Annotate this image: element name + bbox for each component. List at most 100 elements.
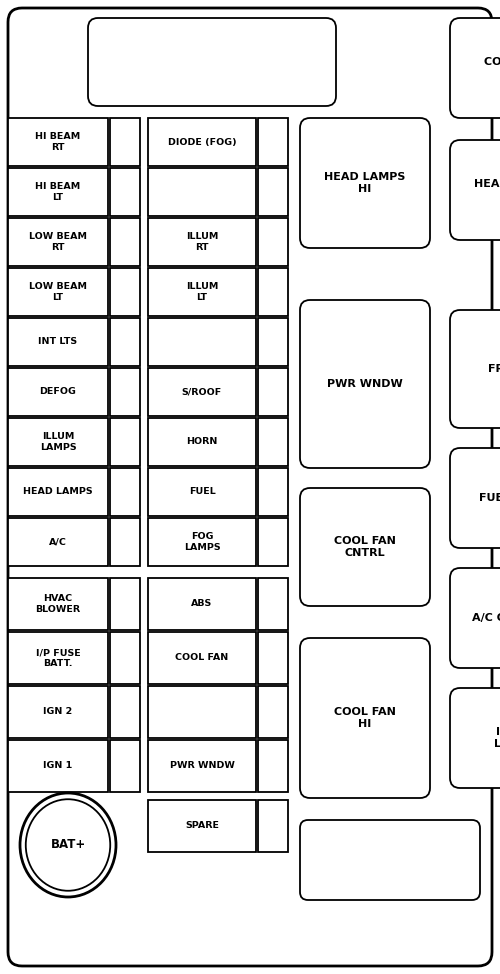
Text: SPARE: SPARE: [185, 821, 219, 831]
Bar: [258, 268, 288, 316]
Text: ABS: ABS: [192, 600, 212, 609]
Bar: [110, 632, 140, 684]
Text: FOG
LAMPS: FOG LAMPS: [184, 533, 220, 551]
Text: S/ROOF: S/ROOF: [182, 388, 222, 396]
Bar: [110, 686, 140, 738]
Bar: [258, 368, 288, 416]
Bar: [258, 168, 288, 216]
Bar: [110, 118, 140, 166]
Bar: [8, 268, 108, 316]
Bar: [148, 418, 256, 466]
Bar: [110, 368, 140, 416]
Bar: [258, 218, 288, 266]
Bar: [110, 518, 140, 566]
Text: ILLUM
LAMPS: ILLUM LAMPS: [40, 432, 76, 452]
Bar: [110, 268, 140, 316]
Bar: [148, 632, 256, 684]
Bar: [258, 468, 288, 516]
Text: LOW BEAM
LT: LOW BEAM LT: [29, 282, 87, 302]
Bar: [258, 518, 288, 566]
Text: COOL FAN
HI: COOL FAN HI: [334, 707, 396, 729]
Text: HORN: HORN: [186, 437, 218, 446]
Text: BAT+: BAT+: [50, 839, 86, 851]
Bar: [258, 578, 288, 630]
Bar: [148, 800, 256, 852]
Bar: [110, 418, 140, 466]
Text: INT LTS: INT LTS: [38, 338, 78, 347]
FancyBboxPatch shape: [300, 638, 430, 798]
Text: IGN 2: IGN 2: [44, 707, 72, 717]
Bar: [148, 218, 256, 266]
Bar: [148, 368, 256, 416]
Bar: [8, 518, 108, 566]
Text: IGN 1: IGN 1: [44, 762, 72, 770]
Bar: [8, 168, 108, 216]
Bar: [110, 578, 140, 630]
Bar: [110, 740, 140, 792]
Text: FRT FOG: FRT FOG: [488, 364, 500, 374]
Bar: [8, 740, 108, 792]
Text: A/C COMPRSR: A/C COMPRSR: [472, 613, 500, 623]
Bar: [148, 740, 256, 792]
Bar: [258, 318, 288, 366]
Bar: [258, 740, 288, 792]
Bar: [8, 218, 108, 266]
Text: I/P FUSE
BATT.: I/P FUSE BATT.: [36, 649, 80, 668]
FancyBboxPatch shape: [450, 310, 500, 428]
FancyBboxPatch shape: [450, 140, 500, 240]
Text: PWR WNDW: PWR WNDW: [327, 379, 403, 389]
Bar: [148, 118, 256, 166]
Bar: [8, 468, 108, 516]
Bar: [148, 318, 256, 366]
Text: A/C: A/C: [49, 538, 67, 546]
Bar: [148, 578, 256, 630]
FancyBboxPatch shape: [300, 488, 430, 606]
Text: COOL FAN
LOW: COOL FAN LOW: [484, 57, 500, 79]
Text: HI BEAM
RT: HI BEAM RT: [36, 132, 80, 152]
Ellipse shape: [20, 793, 116, 897]
FancyBboxPatch shape: [450, 688, 500, 788]
FancyBboxPatch shape: [88, 18, 336, 106]
FancyBboxPatch shape: [300, 118, 430, 248]
Bar: [258, 800, 288, 852]
Bar: [8, 632, 108, 684]
Text: HEAD LAMPS: HEAD LAMPS: [23, 488, 93, 497]
Bar: [8, 318, 108, 366]
Text: HEAD LAMPS
HI: HEAD LAMPS HI: [324, 172, 406, 194]
Bar: [258, 632, 288, 684]
Bar: [110, 318, 140, 366]
FancyBboxPatch shape: [450, 18, 500, 118]
Bar: [110, 168, 140, 216]
FancyBboxPatch shape: [300, 820, 480, 900]
Bar: [110, 468, 140, 516]
Text: ILLUM
RT: ILLUM RT: [186, 233, 218, 251]
Text: HVAC
BLOWER: HVAC BLOWER: [36, 594, 80, 614]
Bar: [8, 418, 108, 466]
Bar: [148, 268, 256, 316]
Text: COOL FAN
CNTRL: COOL FAN CNTRL: [334, 537, 396, 558]
FancyBboxPatch shape: [450, 568, 500, 668]
Bar: [8, 118, 108, 166]
Bar: [148, 518, 256, 566]
Text: DEFOG: DEFOG: [40, 388, 76, 396]
Text: FUEL PUMP: FUEL PUMP: [480, 493, 500, 503]
Bar: [258, 686, 288, 738]
FancyBboxPatch shape: [8, 8, 492, 966]
Bar: [8, 686, 108, 738]
Bar: [110, 218, 140, 266]
Text: LOW BEAM
RT: LOW BEAM RT: [29, 233, 87, 251]
Ellipse shape: [26, 800, 110, 891]
FancyBboxPatch shape: [450, 448, 500, 548]
Bar: [148, 468, 256, 516]
Text: ILLUM
LT: ILLUM LT: [186, 282, 218, 302]
Text: DIODE (FOG): DIODE (FOG): [168, 137, 236, 146]
Bar: [258, 118, 288, 166]
Text: HI BEAM
LT: HI BEAM LT: [36, 182, 80, 202]
Bar: [148, 686, 256, 738]
Text: HEAD LAMPS
LOW: HEAD LAMPS LOW: [474, 179, 500, 201]
Bar: [258, 418, 288, 466]
Text: FUEL: FUEL: [188, 488, 216, 497]
Bar: [148, 168, 256, 216]
Text: ILLUM
LAMPS: ILLUM LAMPS: [494, 728, 500, 749]
Bar: [8, 578, 108, 630]
